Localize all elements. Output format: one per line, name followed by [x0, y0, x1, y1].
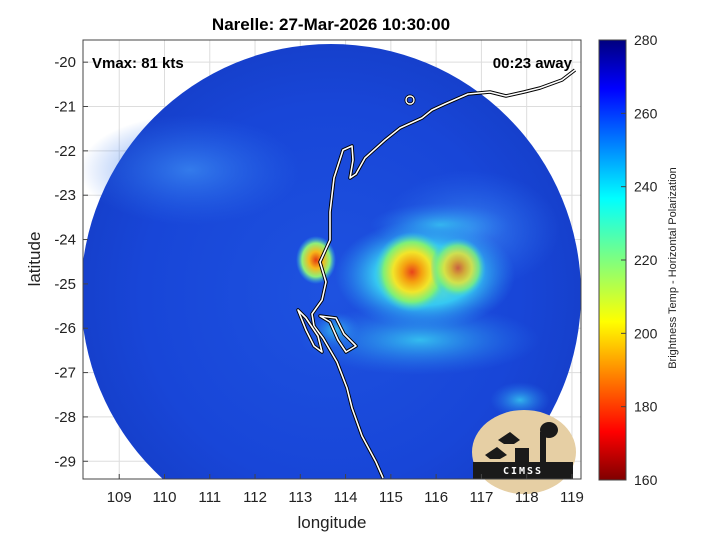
y-tick-label: -22	[54, 143, 76, 160]
colorbar-tick-label: 280	[634, 32, 658, 48]
colorbar-tick-label: 220	[634, 252, 658, 268]
eyewall-east	[430, 238, 486, 298]
cimss-logo: CIMSS	[472, 410, 576, 494]
x-axis-ticks: 109 110 111 112 113 114 115 116 117 118 119	[107, 474, 584, 506]
x-tick-label: 118	[515, 489, 539, 506]
colorbar-tick-label: 180	[634, 399, 658, 415]
plot-frame	[82, 39, 582, 480]
y-tick-label: -24	[54, 232, 76, 249]
island	[405, 95, 415, 105]
x-tick-label: 114	[334, 489, 358, 506]
y-tick-label: -28	[54, 409, 76, 426]
water-tower-leg	[540, 432, 546, 462]
logo-text: CIMSS	[503, 466, 543, 477]
y-tick-label: -26	[54, 320, 76, 337]
y-tick-label: -27	[54, 365, 76, 382]
colorbar-tick-label: 200	[634, 325, 658, 341]
x-tick-label: 115	[379, 489, 403, 506]
coastline-main	[311, 69, 576, 479]
storm-center-convection	[374, 232, 450, 312]
x-tick-label: 111	[198, 489, 221, 506]
satellite-dish-icon	[498, 432, 520, 444]
logo-banner	[473, 462, 573, 479]
satellite-dish-icon	[485, 447, 507, 459]
colorbar-tick-label: 260	[634, 105, 658, 121]
y-tick-label: -20	[54, 54, 76, 71]
y-tick-label: -21	[54, 99, 76, 116]
y-tick-label: -29	[54, 453, 76, 470]
southern-rainband	[300, 305, 540, 375]
x-tick-label: 119	[560, 489, 584, 506]
x-tick-label: 113	[288, 489, 312, 506]
bay-outline	[319, 315, 357, 353]
colorbar-tick-label: 240	[634, 179, 658, 195]
southeast-patch	[490, 382, 550, 418]
x-axis-label: longitude	[297, 513, 366, 532]
vmax-label: Vmax: 81 kts	[92, 55, 184, 72]
outer-rainband	[83, 115, 300, 225]
y-axis-label: latitude	[25, 232, 44, 287]
x-tick-label: 112	[243, 489, 267, 506]
water-tower-icon	[540, 422, 558, 438]
peninsula	[297, 309, 323, 353]
away-label: 00:23 away	[493, 55, 573, 72]
y-axis-ticks: -20 -21 -22 -23 -24 -25 -26 -27 -28 -29	[54, 54, 88, 470]
colorbar-label: Brightness Temp - Horizontal Polarizatio…	[667, 167, 679, 369]
x-tick-label: 116	[424, 489, 448, 506]
y-tick-label: -23	[54, 187, 76, 204]
y-tick-label: -25	[54, 276, 76, 293]
x-tick-label: 117	[469, 489, 493, 506]
microwave-swath	[83, 44, 581, 479]
x-tick-label: 110	[153, 489, 177, 506]
colorbar-tick-label: 160	[634, 472, 658, 488]
x-tick-label: 109	[107, 489, 132, 506]
plot-title: Narelle: 27-Mar-2026 10:30:00	[212, 15, 450, 34]
building-icon	[515, 448, 529, 462]
coastline	[296, 68, 577, 479]
colorbar-ticks: 160 180 200 220 240 260 280	[621, 32, 658, 488]
